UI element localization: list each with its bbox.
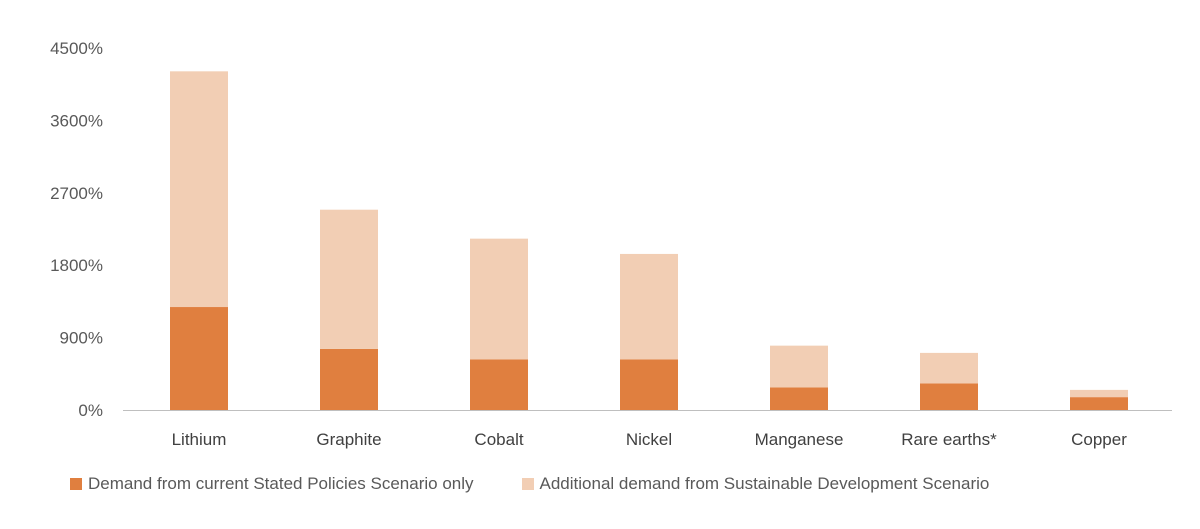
- bar-segment-stated-policies: [470, 359, 528, 410]
- y-axis: 0% 900% 1800% 2700% 3600% 4500%: [50, 39, 103, 420]
- legend-item-sustainable-development: Additional demand from Sustainable Devel…: [521, 474, 990, 494]
- y-tick-label: 2700%: [50, 184, 103, 203]
- x-tick-label: Rare earths*: [901, 430, 997, 449]
- bar-segment-sustainable-development: [620, 253, 678, 360]
- y-tick-label: 3600%: [50, 111, 103, 130]
- bar-segment-sustainable-development: [770, 345, 828, 388]
- y-tick-label: 0%: [78, 401, 103, 420]
- bar-segment-stated-policies: [170, 307, 228, 410]
- x-tick-label: Nickel: [626, 430, 672, 449]
- legend-label-stated-policies: Demand from current Stated Policies Scen…: [88, 474, 474, 493]
- bar-segment-sustainable-development: [470, 238, 528, 360]
- bar-segment-stated-policies: [770, 387, 828, 410]
- legend-swatch-stated-policies: [70, 478, 82, 490]
- y-tick-label: 900%: [60, 329, 103, 348]
- bar-segment-stated-policies: [320, 348, 378, 410]
- bar-segment-sustainable-development: [920, 352, 978, 384]
- x-tick-label: Lithium: [172, 430, 227, 449]
- x-tick-label: Copper: [1071, 430, 1127, 449]
- legend: Demand from current Stated Policies Scen…: [70, 474, 989, 494]
- legend-item-stated-policies: Demand from current Stated Policies Scen…: [70, 474, 474, 494]
- bar-segment-sustainable-development: [170, 71, 228, 308]
- legend-label-sustainable-development: Additional demand from Sustainable Devel…: [539, 474, 990, 493]
- bar-segment-sustainable-development: [1070, 389, 1128, 398]
- legend-swatch-sustainable-development: [521, 478, 534, 490]
- bar-segment-stated-policies: [1070, 397, 1128, 410]
- y-tick-label: 1800%: [50, 256, 103, 275]
- x-tick-label: Graphite: [316, 430, 381, 449]
- bar-segment-stated-policies: [920, 383, 978, 410]
- bars: [170, 71, 1128, 410]
- x-tick-label: Cobalt: [474, 430, 523, 449]
- stacked-bar-chart: 0% 900% 1800% 2700% 3600% 4500% Lithium Graphi…: [50, 39, 1172, 449]
- bar-segment-sustainable-development: [320, 209, 378, 349]
- bar-segment-stated-policies: [620, 359, 678, 410]
- x-tick-label: Manganese: [755, 430, 844, 449]
- y-tick-label: 4500%: [50, 39, 103, 58]
- x-axis: Lithium Graphite Cobalt Nickel Manganese Rare…: [172, 430, 1128, 449]
